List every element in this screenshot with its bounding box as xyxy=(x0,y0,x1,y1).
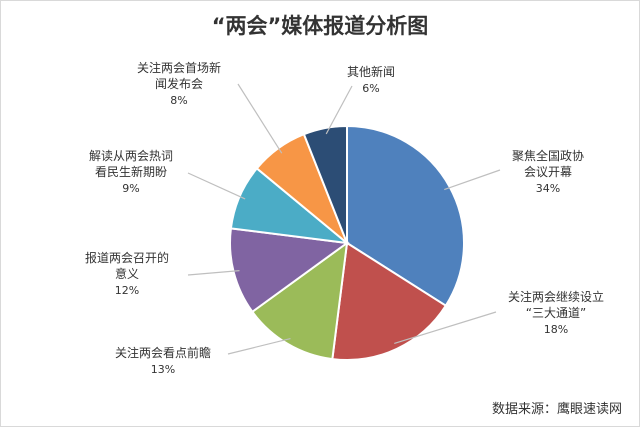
leader-line xyxy=(325,85,353,135)
leader-line xyxy=(227,337,291,355)
slice-label: 关注两会看点前瞻 xyxy=(115,345,211,360)
slice-label: 报道两会召开的 xyxy=(85,250,169,265)
slice-label: 意义 xyxy=(115,266,139,281)
pie-slice xyxy=(302,124,348,244)
slice-label: 关注两会首场新 xyxy=(137,60,221,75)
slice-percent: 8% xyxy=(170,94,187,107)
chart-title: “两会”媒体报道分析图 xyxy=(211,14,429,38)
slice-label: 会议开幕 xyxy=(524,165,572,179)
slice-percent: 13% xyxy=(151,363,175,376)
slice-label: 解读从两会热词 xyxy=(89,149,173,163)
leader-line xyxy=(187,270,240,276)
pie-slice xyxy=(331,241,448,361)
slice-percent: 9% xyxy=(122,182,139,195)
leader-line xyxy=(444,169,501,191)
leader-line xyxy=(394,311,497,345)
slice-percent: 12% xyxy=(115,284,139,297)
slice-label: 关注两会继续设立 xyxy=(508,289,604,304)
slice-label: 闻发布会 xyxy=(155,76,203,91)
slice-percent: 6% xyxy=(362,82,379,95)
slice-percent: 34% xyxy=(536,182,560,195)
pie-slice xyxy=(250,240,349,361)
leader-line xyxy=(237,83,283,154)
data-source: 数据来源：鹰眼速读网 xyxy=(491,402,622,417)
leader-line xyxy=(187,172,246,200)
slice-label: 其他新闻 xyxy=(347,64,395,79)
slice-label: 聚焦全国政协 xyxy=(512,148,584,163)
slice-label: “三大通道” xyxy=(526,306,586,320)
slice-percent: 18% xyxy=(544,323,568,336)
slice-label: 看民生新期盼 xyxy=(95,164,167,179)
pie-slice xyxy=(229,227,350,314)
